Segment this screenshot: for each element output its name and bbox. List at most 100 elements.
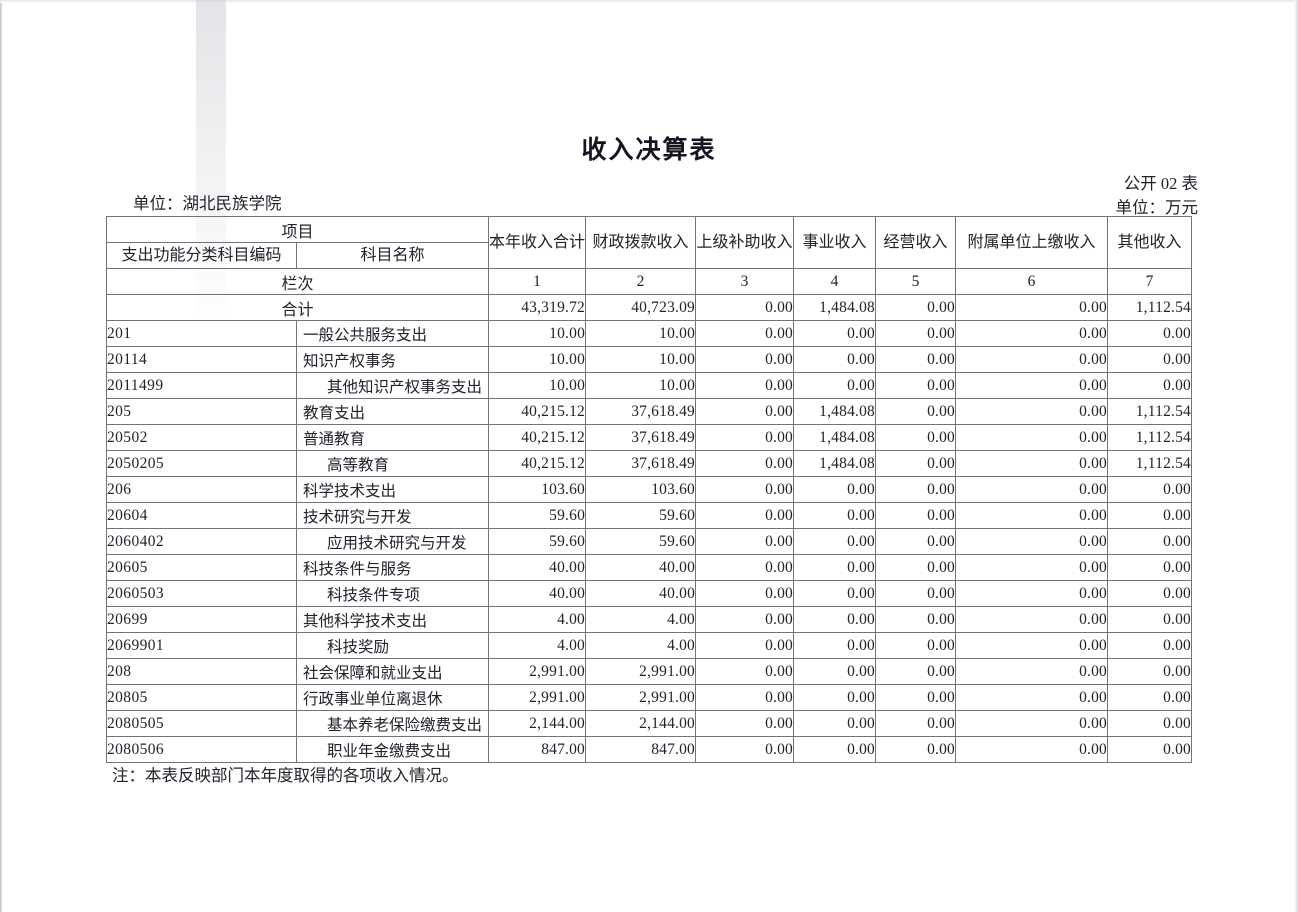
cell-value-3: 0.00: [695, 372, 795, 399]
table-row: 205 教育支出 40,215.12 37,618.49 0.00 1,484.08 0.0…: [106, 398, 1193, 425]
cell-value-5: 0.00: [875, 632, 957, 659]
table-row: 20604 技术研究与开发 59.60 59.60 0.00 0.00 0.00 0.00 0.…: [106, 502, 1193, 529]
cell-value-4: 0.00: [793, 710, 877, 737]
cell-subject-name: 普通教育: [295, 424, 490, 451]
cell-value-1: 10.00: [488, 372, 587, 399]
cell-value-1: 2,144.00: [488, 710, 587, 737]
cell-value-3: 0.00: [695, 502, 795, 529]
cell-value-5: 0.00: [875, 554, 957, 581]
income-statement-table-wrapper: 项目 本年收入合计 财政拨款收入 上级补助收入 事业收入 经营收入 附属单位上缴…: [105, 216, 1193, 763]
cell-value-5: 0.00: [875, 658, 957, 685]
cell-value-1: 40,215.12: [488, 398, 587, 425]
table-row: 201 一般公共服务支出 10.00 10.00 0.00 0.00 0.00 0.00 0.0…: [106, 320, 1193, 347]
cell-subject-name: 科学技术支出: [295, 476, 490, 503]
cell-value-6: 0.00: [955, 736, 1109, 763]
column-number-5: 5: [875, 268, 957, 295]
cell-value-6: 0.00: [955, 580, 1109, 607]
total-value-6: 0.00: [955, 294, 1109, 321]
cell-value-7: 0.00: [1107, 710, 1193, 737]
cell-value-3: 0.00: [695, 606, 795, 633]
table-row: 2060503 科技条件专项 40.00 40.00 0.00 0.00 0.00 0.00 0…: [106, 580, 1193, 607]
cell-value-5: 0.00: [875, 476, 957, 503]
cell-value-2: 37,618.49: [585, 450, 697, 477]
cell-value-1: 40.00: [488, 554, 587, 581]
cell-value-4: 0.00: [793, 320, 877, 347]
header-col-other-income: 其他收入: [1107, 216, 1193, 269]
cell-function-code: 20605: [106, 554, 297, 581]
cell-value-2: 40.00: [585, 554, 697, 581]
header-col-current-year-total: 本年收入合计: [488, 216, 587, 269]
table-head: 项目 本年收入合计 财政拨款收入 上级补助收入 事业收入 经营收入 附属单位上缴…: [105, 216, 1193, 295]
cell-value-6: 0.00: [955, 424, 1109, 451]
cell-value-6: 0.00: [955, 450, 1109, 477]
header-col-fiscal-appropriation: 财政拨款收入: [585, 216, 697, 269]
cell-value-3: 0.00: [695, 320, 795, 347]
cell-value-5: 0.00: [875, 580, 957, 607]
cell-value-5: 0.00: [875, 450, 957, 477]
cell-function-code: 20805: [106, 684, 297, 711]
scan-edge-left: [0, 0, 3, 912]
cell-value-5: 0.00: [875, 502, 957, 529]
cell-value-6: 0.00: [955, 554, 1109, 581]
cell-value-6: 0.00: [955, 632, 1109, 659]
cell-subject-name: 行政事业单位离退休: [295, 684, 490, 711]
cell-value-5: 0.00: [875, 398, 957, 425]
total-value-3: 0.00: [695, 294, 795, 321]
cell-value-6: 0.00: [955, 502, 1109, 529]
cell-subject-name: 一般公共服务支出: [295, 320, 490, 347]
table-row: 2080506 职业年金缴费支出 847.00 847.00 0.00 0.00 0.00 0…: [106, 736, 1193, 763]
table-row: 2050205 高等教育 40,215.12 37,618.49 0.00 1,484.0…: [106, 450, 1193, 477]
cell-value-6: 0.00: [955, 710, 1109, 737]
cell-value-3: 0.00: [695, 736, 795, 763]
cell-value-7: 0.00: [1107, 476, 1193, 503]
cell-value-1: 2,991.00: [488, 684, 587, 711]
cell-value-5: 0.00: [875, 424, 957, 451]
cell-subject-name: 技术研究与开发: [295, 502, 490, 529]
cell-value-7: 0.00: [1107, 528, 1193, 555]
header-col-operating-income: 经营收入: [875, 216, 957, 269]
cell-function-code: 2080505: [106, 710, 297, 737]
cell-value-3: 0.00: [695, 684, 795, 711]
cell-value-7: 0.00: [1107, 606, 1193, 633]
cell-value-4: 0.00: [793, 684, 877, 711]
cell-value-2: 2,144.00: [585, 710, 697, 737]
cell-value-1: 40,215.12: [488, 450, 587, 477]
cell-value-3: 0.00: [695, 632, 795, 659]
cell-function-code: 20699: [106, 606, 297, 633]
cell-value-1: 4.00: [488, 606, 587, 633]
cell-value-4: 0.00: [793, 606, 877, 633]
cell-value-7: 0.00: [1107, 632, 1193, 659]
cell-value-4: 1,484.08: [793, 398, 877, 425]
cell-value-4: 0.00: [793, 632, 877, 659]
cell-value-7: 1,112.54: [1107, 424, 1193, 451]
column-number-1: 1: [488, 268, 587, 295]
unit-of-measure: 单位：万元: [1115, 198, 1199, 217]
table-row-total: 合计 43,319.72 40,723.09 0.00 1,484.08 0.0…: [105, 294, 1193, 321]
cell-value-2: 37,618.49: [585, 398, 697, 425]
cell-value-3: 0.00: [695, 710, 795, 737]
cell-value-6: 0.00: [955, 320, 1109, 347]
table-footnote: 注：本表反映部门本年度取得的各项收入情况。: [112, 766, 459, 785]
cell-value-5: 0.00: [875, 710, 957, 737]
scan-edge-top: [0, 0, 1298, 3]
cell-function-code: 20502: [106, 424, 297, 451]
table-row: 2069901 科技奖励 4.00 4.00 0.00 0.00 0.00 0.00 0.00: [106, 632, 1193, 659]
document-meta-right: 公开 02 表 单位：万元: [1116, 172, 1199, 220]
cell-subject-name: 高等教育: [295, 450, 490, 477]
cell-subject-name: 基本养老保险缴费支出: [295, 710, 490, 737]
cell-value-2: 10.00: [585, 320, 697, 347]
column-number-2: 2: [585, 268, 697, 295]
cell-value-6: 0.00: [955, 346, 1109, 373]
cell-value-4: 0.00: [793, 476, 877, 503]
cell-subject-name: 科技条件专项: [295, 580, 490, 607]
total-value-7: 1,112.54: [1107, 294, 1193, 321]
cell-value-5: 0.00: [875, 372, 957, 399]
table-row: 2011499 其他知识产权事务支出 10.00 10.00 0.00 0.00 0.00 0…: [106, 372, 1193, 399]
cell-subject-name: 教育支出: [295, 398, 490, 425]
column-number-4: 4: [793, 268, 877, 295]
cell-value-1: 847.00: [488, 736, 587, 763]
cell-value-7: 0.00: [1107, 658, 1193, 685]
cell-value-1: 40.00: [488, 580, 587, 607]
cell-value-3: 0.00: [695, 658, 795, 685]
